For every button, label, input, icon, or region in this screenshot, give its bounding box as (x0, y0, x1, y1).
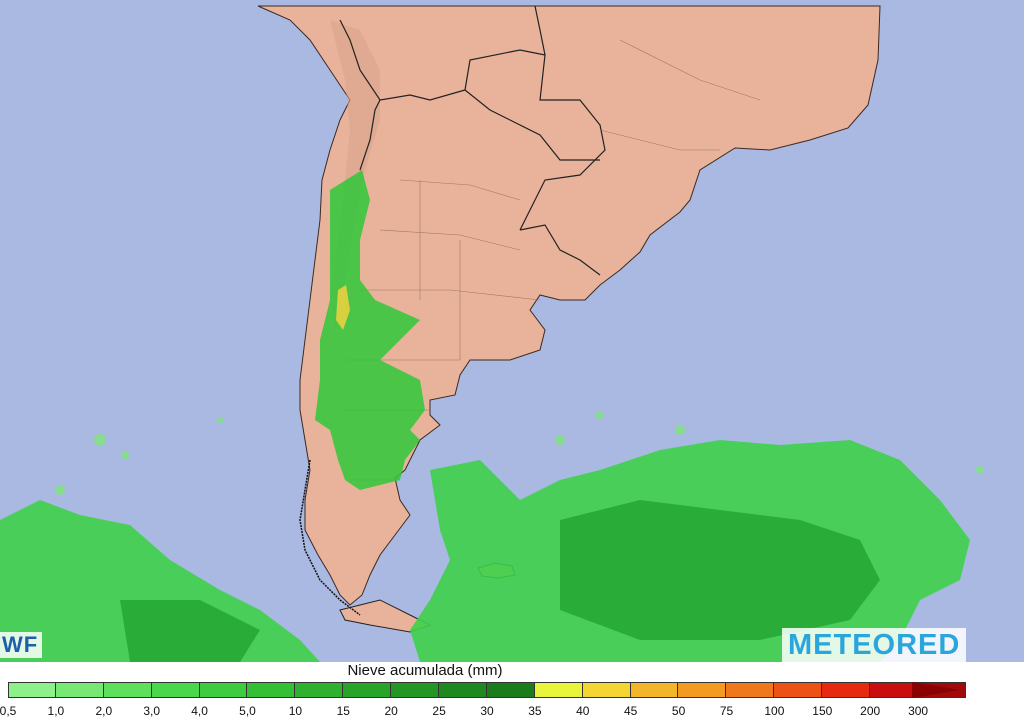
scale-tick-label: 50 (671, 704, 686, 718)
scale-swatch (822, 682, 871, 698)
scale-tick-label: 30 (480, 704, 494, 718)
scale-swatch (55, 682, 104, 698)
scale-swatch (8, 682, 56, 698)
scale-tick-label: 35 (528, 704, 542, 718)
scale-tick-label: 45 (624, 704, 638, 718)
scale-swatch (343, 682, 392, 698)
scale-tick-label: 300 (908, 704, 929, 718)
scale-swatch (630, 682, 679, 698)
scale-swatch (726, 682, 775, 698)
chile-fjord-coast (299, 459, 361, 616)
scale-tick-label: 20 (384, 704, 398, 718)
snow-accumulation-andes (315, 170, 425, 490)
scale-tick-label: 0,5 (0, 704, 17, 718)
legend-title: Nieve acumulada (mm) (347, 662, 503, 679)
scale-swatch (295, 682, 344, 698)
scale-swatch (870, 682, 918, 698)
scale-swatch (774, 682, 823, 698)
south-america-land (257, 5, 881, 606)
scale-tick-label: 150 (812, 704, 833, 718)
scale-tick-label: 25 (432, 704, 446, 718)
scale-tick-label: 4,0 (191, 704, 208, 718)
scale-tick-label: 3,0 (143, 704, 161, 718)
scale-swatch (439, 682, 487, 698)
snow-forecast-map (0, 0, 1024, 662)
scale-swatch (103, 682, 152, 698)
ecmwf-logo: WF (0, 632, 43, 658)
color-scale-arrow (912, 682, 960, 698)
scale-swatch (678, 682, 727, 698)
meteored-logo: METEORED (782, 628, 967, 662)
country-borders (339, 5, 606, 276)
scale-swatch (199, 682, 248, 698)
scale-tick-label: 1,0 (47, 704, 65, 718)
snow-scatter (55, 411, 984, 495)
scale-tick-label: 15 (336, 704, 350, 718)
color-scale-bar (8, 682, 966, 698)
scale-swatch (151, 682, 200, 698)
snow-dark-patches (120, 500, 880, 662)
scale-swatch (582, 682, 631, 698)
scale-swatch (247, 682, 296, 698)
scale-swatch (391, 682, 440, 698)
scale-tick-label: 40 (576, 704, 590, 718)
scale-tick-label: 5,0 (239, 704, 256, 718)
scale-swatch (534, 682, 583, 698)
scale-tick-label: 75 (719, 704, 734, 718)
scale-tick-label: 10 (288, 704, 303, 718)
snow-high-yellow (336, 285, 350, 330)
scale-tick-label: 2,0 (95, 704, 113, 718)
scale-tick-label: 100 (764, 704, 785, 718)
scale-tick-label: 200 (860, 704, 881, 718)
scale-swatch (486, 682, 535, 698)
